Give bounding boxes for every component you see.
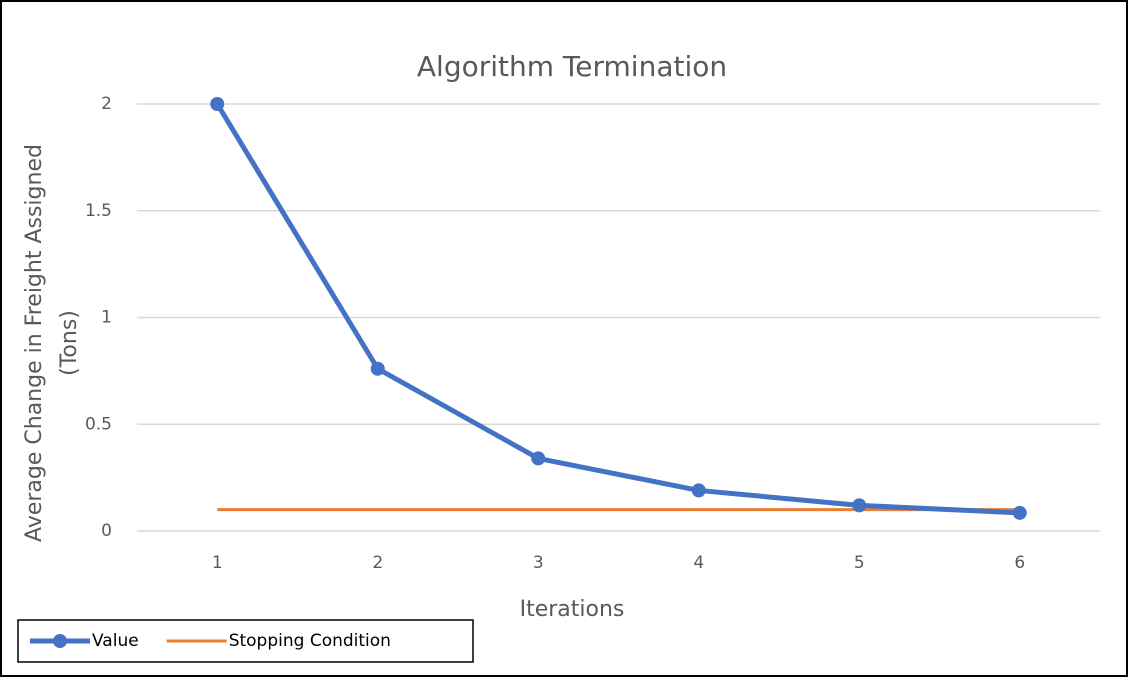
point-marker [691,483,706,498]
y-axis-label: (Tons) [57,310,82,376]
y-tick-label: 0 [101,521,112,541]
y-tick-label: 2 [101,94,112,114]
y-tick-label: 1.5 [85,201,112,221]
x-tick-label: 4 [693,553,704,573]
point-marker [852,498,867,513]
x-axis-label: Iterations [520,597,625,622]
x-tick-label: 5 [854,553,865,573]
x-tick-label: 3 [533,553,544,573]
point-marker [531,451,546,466]
point-marker [1012,505,1027,520]
series-line [215,102,1020,516]
legend-marker [53,634,67,648]
legend-label: Value [92,631,139,651]
point-marker [210,97,225,111]
legend-label: Stopping Condition [229,631,391,651]
chart-title: Algorithm Termination [417,50,727,83]
x-tick-label: 2 [372,553,383,573]
y-tick-label: 0.5 [85,414,112,434]
x-tick-label: 6 [1014,553,1025,573]
y-tick-label: 1 [101,308,112,328]
legend-box [17,619,474,663]
y-axis-label: Average Change in Freight Assigned [22,144,47,542]
point-marker [370,361,385,376]
x-tick-label: 1 [212,553,223,573]
